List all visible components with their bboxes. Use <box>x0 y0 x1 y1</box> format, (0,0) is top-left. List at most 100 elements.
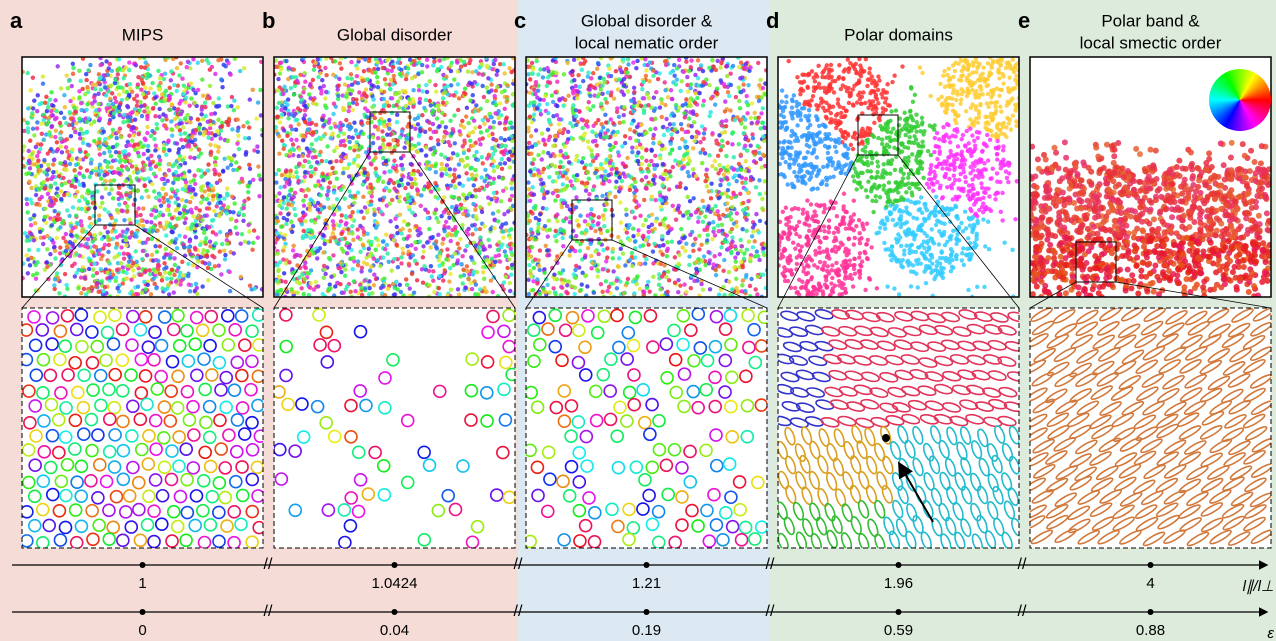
particle <box>409 243 413 247</box>
particle <box>37 102 41 106</box>
particle <box>121 76 125 80</box>
particle <box>103 207 107 211</box>
particle <box>43 215 47 219</box>
particle <box>70 84 74 88</box>
particle <box>669 227 673 231</box>
particle <box>277 101 281 105</box>
particle <box>283 280 287 284</box>
particle <box>194 282 198 286</box>
particle <box>80 207 84 211</box>
particle <box>333 59 337 63</box>
particle <box>246 190 250 194</box>
particle <box>47 133 51 137</box>
particle <box>177 73 181 77</box>
particle <box>382 145 386 149</box>
particle <box>62 93 66 97</box>
particle <box>53 249 57 253</box>
particle <box>430 111 434 115</box>
particle <box>242 66 246 70</box>
particle <box>350 210 354 214</box>
particle <box>241 219 245 223</box>
particle <box>446 186 450 190</box>
particle <box>190 222 194 226</box>
particle <box>326 197 330 201</box>
particle <box>473 292 477 296</box>
particle <box>336 266 340 270</box>
particle <box>175 66 179 70</box>
particle <box>256 150 260 154</box>
particle <box>350 224 354 228</box>
particle <box>55 149 59 153</box>
particle <box>294 170 298 174</box>
particle <box>57 174 61 178</box>
particle <box>150 237 154 241</box>
particle <box>206 162 210 166</box>
particle <box>236 117 240 121</box>
particle <box>158 158 162 162</box>
particle <box>510 177 514 181</box>
particle <box>320 118 324 122</box>
particle <box>391 138 395 142</box>
particle <box>66 86 70 90</box>
particle <box>112 178 116 182</box>
particle <box>354 98 358 102</box>
particle <box>312 149 316 153</box>
particle <box>57 291 61 295</box>
particle <box>43 101 47 105</box>
particle <box>86 68 90 72</box>
particle <box>187 104 191 108</box>
particle <box>275 231 279 235</box>
particle <box>374 248 378 252</box>
particle <box>465 269 469 273</box>
particle <box>468 58 472 62</box>
particle <box>630 146 634 150</box>
particle <box>485 99 489 103</box>
particle <box>100 279 104 283</box>
particle <box>110 216 114 220</box>
particle <box>351 256 355 260</box>
particle <box>761 86 765 90</box>
particle <box>241 124 245 128</box>
particle <box>202 130 206 134</box>
particle <box>446 254 450 258</box>
particle <box>184 199 188 203</box>
particle <box>385 68 389 72</box>
particle <box>453 167 457 171</box>
particle <box>276 269 280 273</box>
particle <box>373 70 377 74</box>
particle <box>374 166 378 170</box>
particle <box>282 143 286 147</box>
particle <box>190 210 194 214</box>
particle <box>160 278 164 282</box>
particle <box>484 289 488 293</box>
particle <box>162 261 166 265</box>
particle <box>163 173 167 177</box>
particle <box>175 207 179 211</box>
particle <box>702 205 706 209</box>
particle <box>61 236 65 240</box>
particle <box>209 183 213 187</box>
particle <box>175 141 179 145</box>
particle <box>196 117 200 121</box>
particle <box>94 245 98 249</box>
particle <box>404 277 408 281</box>
particle <box>480 155 484 159</box>
particle <box>348 146 352 150</box>
particle <box>400 163 404 167</box>
particle <box>507 137 511 141</box>
particle <box>595 67 599 71</box>
particle <box>329 172 333 176</box>
particle <box>289 124 293 128</box>
particle <box>159 204 163 208</box>
particle <box>65 208 69 212</box>
particle <box>208 143 212 147</box>
particle <box>229 163 233 167</box>
particle <box>492 226 496 230</box>
particle <box>300 154 304 158</box>
particle <box>102 173 106 177</box>
particle <box>45 247 49 251</box>
particle <box>225 186 229 190</box>
particle <box>116 72 120 76</box>
particle <box>658 222 662 226</box>
particle <box>256 100 260 104</box>
